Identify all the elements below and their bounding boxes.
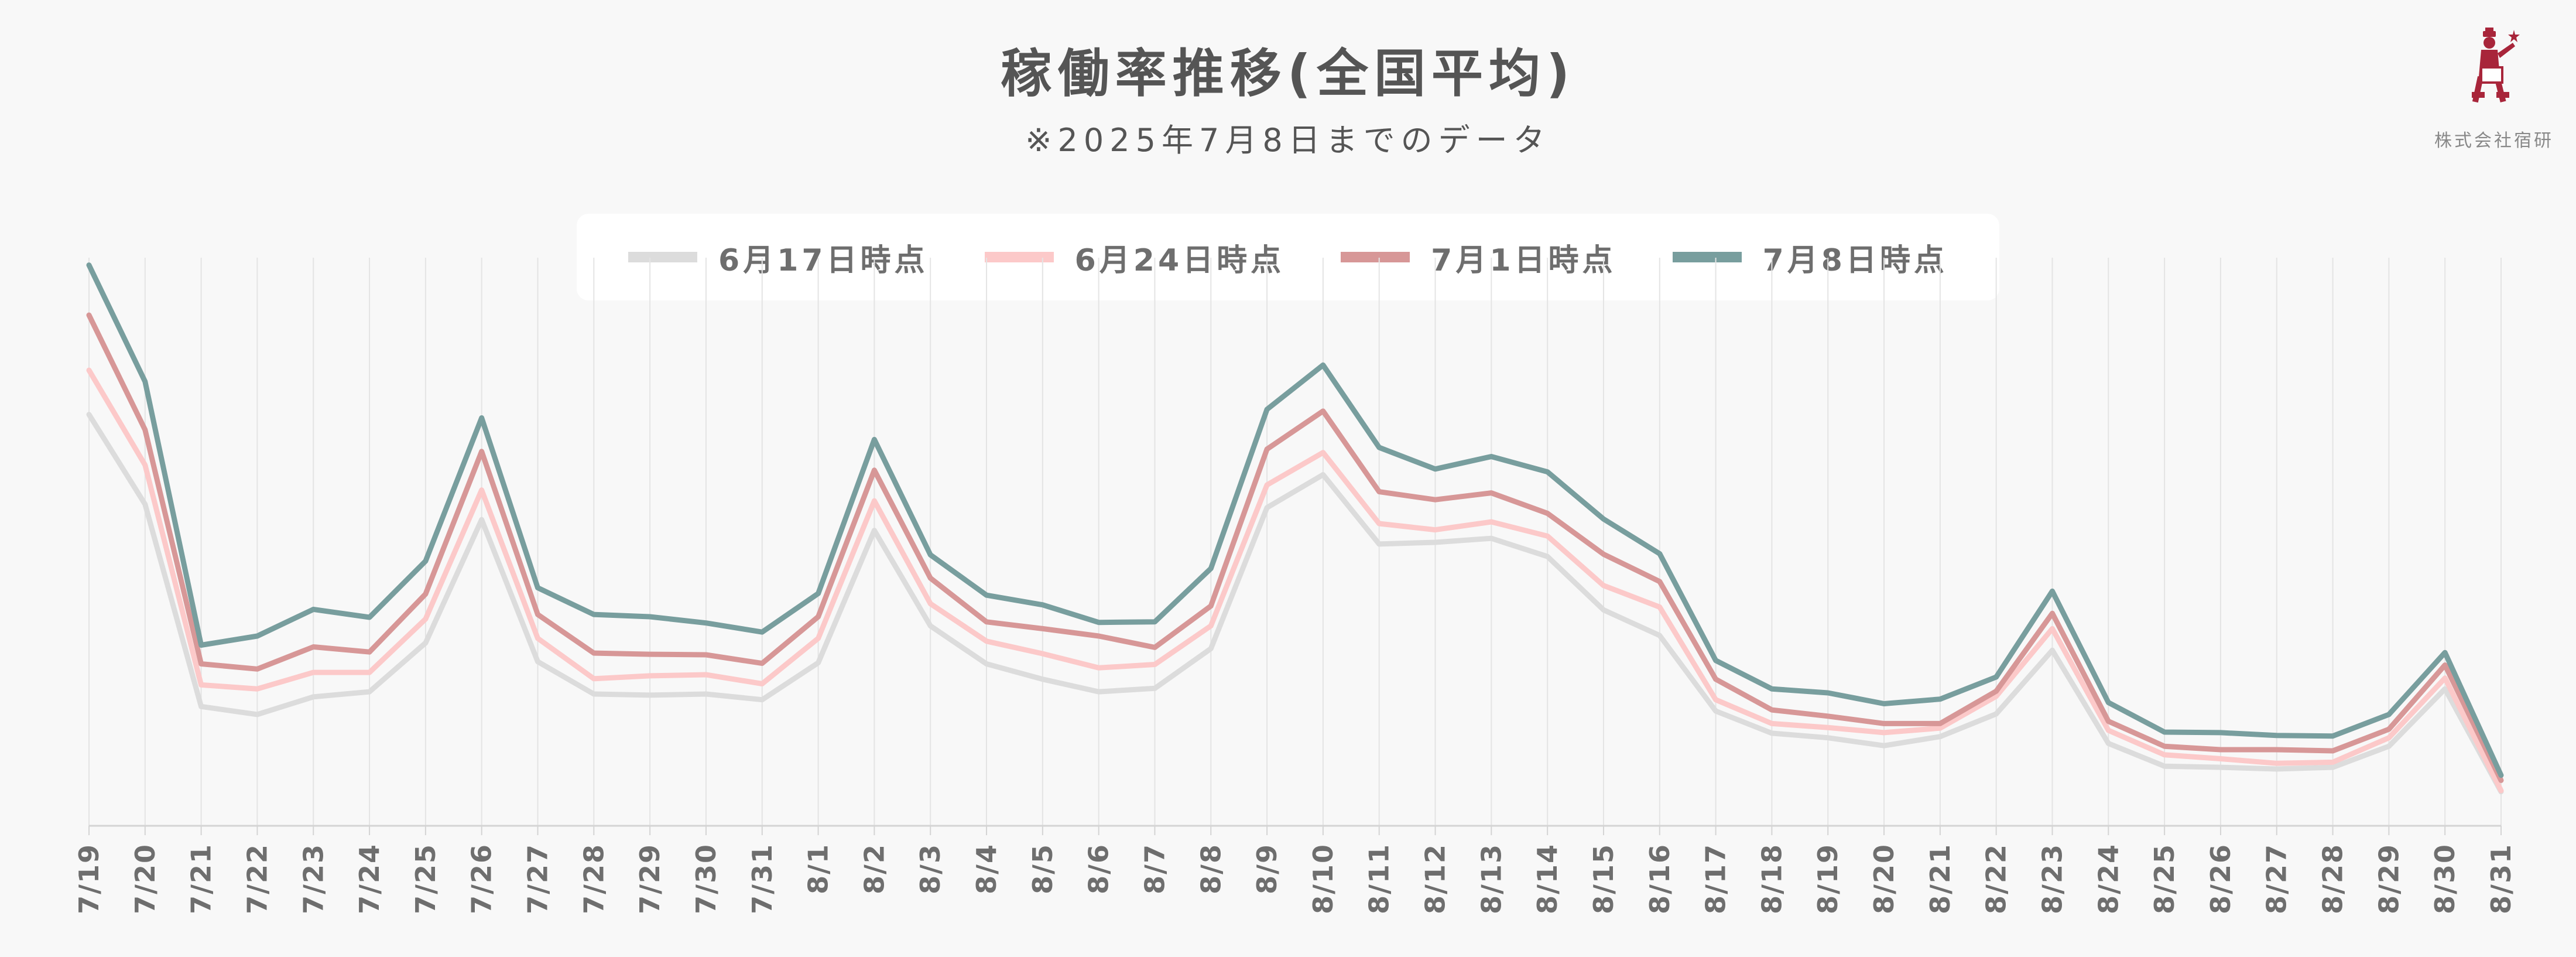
x-tick-label: 8/23 [2036, 843, 2068, 914]
x-tick-label: 8/2 [858, 843, 890, 894]
legend-label-series-2: 6月24日時点 [1074, 242, 1285, 278]
x-tick-label: 8/18 [1756, 843, 1787, 914]
company-name: 株式会社宿研 [2434, 131, 2554, 151]
x-tick-label: 8/17 [1700, 843, 1732, 914]
x-tick-label: 8/8 [1195, 843, 1227, 894]
legend-item-series-3[interactable]: 7月1日時点 [1341, 235, 1616, 279]
x-tick-label: 7/24 [354, 843, 385, 914]
x-tick-label: 7/21 [186, 843, 217, 914]
series-line-1 [86, 412, 2504, 795]
x-tick-label: 8/31 [2485, 843, 2517, 914]
x-tick-label: 8/30 [2429, 843, 2461, 914]
legend-item-series-2[interactable]: 6月24日時点 [984, 235, 1285, 279]
x-tick-label: 8/5 [1027, 843, 1059, 894]
x-tick-label: 7/25 [410, 843, 441, 914]
legend: 6月17日時点 6月24日時点 7月1日時点 7月8日時点 [577, 214, 1999, 300]
x-tick-label: 8/28 [2317, 843, 2349, 914]
x-tick-label: 8/7 [1139, 843, 1170, 894]
x-tick-label: 8/24 [2092, 843, 2124, 914]
series-line-2 [86, 367, 2504, 794]
x-tick-label: 7/26 [466, 843, 498, 914]
legend-swatch-series-1 [628, 252, 698, 262]
legend-item-series-4[interactable]: 7月8日時点 [1672, 235, 1948, 279]
x-tick-label: 8/9 [1251, 843, 1283, 894]
x-tick-label: 7/28 [578, 843, 609, 914]
series-line-3 [86, 312, 2504, 783]
company-logo: 株式会社宿研 [2424, 26, 2564, 151]
x-tick-label: 8/4 [971, 843, 1002, 894]
chart-title: 稼働率推移(全国平均) [1000, 43, 1576, 104]
x-tick-label: 8/1 [803, 843, 834, 894]
x-tick-label: 7/22 [241, 843, 273, 914]
x-tick-label: 8/12 [1420, 843, 1451, 914]
legend-swatch-series-4 [1672, 252, 1742, 262]
x-tick-label: 8/14 [1532, 843, 1563, 914]
legend-swatch-series-3 [1341, 252, 1410, 262]
x-tick-label: 8/16 [1644, 843, 1676, 914]
series-lines [86, 262, 2504, 795]
x-tick-label: 8/26 [2205, 843, 2236, 914]
x-tick-label: 8/3 [914, 843, 946, 894]
x-tick-label: 8/6 [1083, 843, 1115, 894]
legend-swatch-series-2 [984, 252, 1054, 262]
legend-label-series-3: 7月1日時点 [1431, 242, 1616, 278]
x-tick-label: 8/21 [1924, 843, 1956, 914]
x-tick-label: 8/19 [1812, 843, 1844, 914]
x-tick-label: 8/25 [2149, 843, 2180, 914]
x-tick-label: 8/10 [1307, 843, 1339, 914]
x-tick-label: 8/27 [2261, 843, 2293, 914]
legend-item-series-1[interactable]: 6月17日時点 [628, 235, 929, 279]
x-tick-label: 7/27 [522, 843, 554, 914]
x-tick-label: 8/20 [1868, 843, 1900, 914]
x-tick-label: 7/31 [746, 843, 778, 914]
x-axis-ticks: 7/19 7/20 7/21 7/22 7/23 7/24 7/25 7/26 7/27 7/28… [73, 826, 2517, 914]
x-tick-label: 8/11 [1364, 843, 1395, 914]
x-tick-label: 7/20 [129, 843, 161, 914]
x-tick-label: 7/19 [73, 843, 105, 914]
x-tick-label: 8/29 [2373, 843, 2404, 914]
x-tick-label: 7/30 [690, 843, 722, 914]
series-line-4 [86, 262, 2504, 778]
chart-subtitle: ※2025年7月8日までのデータ [1025, 122, 1551, 159]
legend-label-series-1: 6月17日時点 [718, 242, 929, 278]
bellhop-icon [2472, 28, 2520, 103]
x-tick-label: 8/22 [1981, 843, 2012, 914]
x-tick-label: 8/13 [1475, 843, 1507, 914]
legend-label-series-4: 7月8日時点 [1762, 242, 1948, 278]
x-tick-label: 8/15 [1588, 843, 1619, 914]
x-tick-label: 7/29 [634, 843, 666, 914]
x-tick-label: 7/23 [297, 843, 329, 914]
grid-lines [88, 258, 2502, 826]
